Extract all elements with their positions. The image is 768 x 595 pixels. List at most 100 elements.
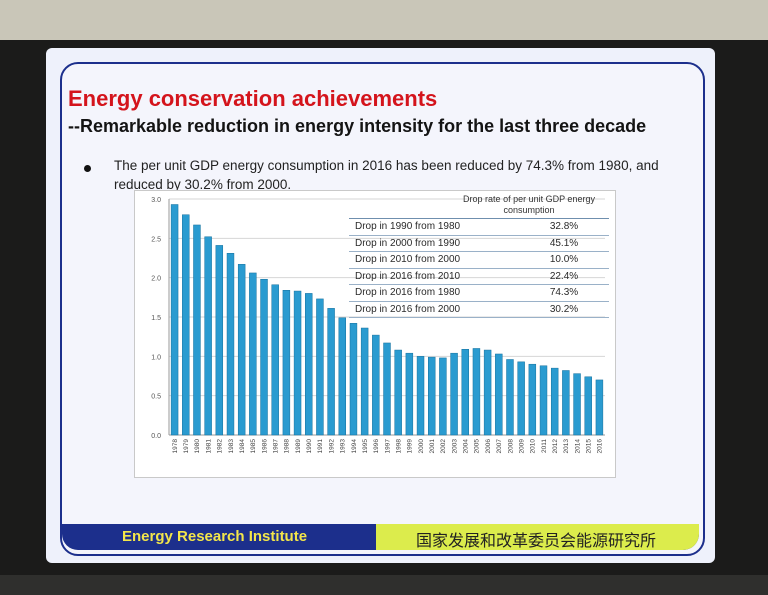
x-tick-label: 1998	[395, 439, 402, 454]
drop-rate-row: Drop in 1990 from 1980 32.8%	[349, 218, 609, 236]
bar	[182, 214, 190, 436]
drop-rate-row: Drop in 2016 from 2000 30.2%	[349, 301, 609, 318]
x-tick-label: 1978	[172, 439, 179, 454]
drop-rate-value: 22.4%	[519, 268, 609, 285]
bar	[293, 290, 302, 436]
bar-chart-svg: 0.0 0.5 1.0 1.5 2.0 2.5 3.0 1978 1979 1980 1981 198…	[151, 197, 605, 454]
drop-rate-label: Drop in 2010 from 2000	[349, 251, 519, 269]
y-tick-label: 0.0	[151, 433, 161, 440]
presentation-slide: Energy conservation achievements --Remar…	[46, 48, 715, 563]
bar	[573, 373, 581, 436]
room-wall	[0, 0, 768, 46]
bar	[305, 293, 313, 436]
bar	[260, 278, 268, 436]
bar	[237, 264, 246, 436]
x-tick-label: 1989	[295, 439, 302, 454]
bullet-dot-icon	[84, 165, 91, 172]
bar	[439, 357, 447, 436]
bar	[170, 204, 179, 436]
x-tick-label: 2003	[451, 439, 458, 454]
bar	[539, 365, 548, 436]
x-tick-label: 1994	[351, 439, 358, 454]
x-tick-label: 2004	[463, 439, 470, 454]
institute-name-cn-band: 国家发展和改革委员会能源研究所	[376, 524, 699, 550]
x-tick-label: 1985	[250, 439, 257, 454]
bar	[360, 327, 369, 436]
bar	[327, 308, 335, 436]
x-tick-label: 2010	[530, 439, 537, 454]
x-tick-label: 1982	[217, 439, 224, 454]
drop-rate-value: 10.0%	[519, 251, 609, 269]
bar	[226, 253, 235, 436]
drop-rate-row: Drop in 2010 from 2000 10.0%	[349, 251, 609, 269]
bar	[472, 348, 481, 436]
energy-intensity-chart: 0.0 0.5 1.0 1.5 2.0 2.5 3.0 1978 1979 1980 1981 198…	[134, 190, 616, 478]
x-tick-label: 2009	[518, 439, 525, 454]
y-tick-label: 2.0	[151, 276, 161, 283]
bar	[316, 298, 324, 436]
drop-rate-label: Drop in 1990 from 1980	[349, 218, 519, 236]
x-tick-label: 1986	[261, 439, 268, 454]
bar	[461, 349, 469, 436]
x-tick-label: 1997	[384, 439, 391, 454]
bar	[416, 356, 425, 436]
bar	[506, 359, 514, 436]
x-tick-label: 1981	[205, 439, 212, 454]
y-tick-label: 1.5	[151, 315, 161, 322]
drop-rate-label: Drop in 2016 from 2000	[349, 301, 519, 318]
bar	[562, 370, 570, 436]
drop-rate-row: Drop in 2016 from 1980 74.3%	[349, 284, 609, 302]
x-tick-label: 2011	[541, 439, 548, 453]
bar	[405, 352, 414, 436]
bar	[282, 290, 291, 436]
y-tick-label: 3.0	[151, 197, 161, 204]
slide-footer: Energy Research Institute 国家发展和改革委员会能源研究…	[62, 524, 699, 550]
x-tick-label: 1993	[340, 439, 347, 454]
x-tick-label: 2016	[597, 439, 604, 454]
x-tick-label: 2006	[485, 439, 492, 454]
bar	[517, 361, 525, 436]
x-tick-label: 1988	[284, 439, 291, 454]
bar	[215, 245, 224, 436]
drop-rate-label: Drop in 2016 from 1980	[349, 284, 519, 302]
drop-rate-rows: Drop in 1990 from 1980 32.8% Drop in 2000 …	[349, 218, 609, 318]
bar	[483, 349, 492, 436]
y-tick-label: 2.5	[151, 236, 161, 243]
bar	[550, 367, 559, 436]
drop-rate-value: 30.2%	[519, 301, 609, 318]
x-tick-label: 1999	[407, 439, 414, 454]
x-tick-label: 2007	[496, 439, 503, 454]
x-tick-label: 2008	[507, 439, 514, 454]
x-tick-label: 2001	[429, 439, 436, 454]
bar	[372, 334, 380, 436]
x-tick-label: 2005	[474, 439, 481, 454]
drop-rate-value: 74.3%	[519, 284, 609, 302]
drop-rate-value: 32.8%	[519, 218, 609, 236]
drop-rate-table: Drop rate of per unit GDP energy consump…	[349, 194, 609, 318]
bar	[204, 236, 212, 436]
bar	[349, 323, 358, 436]
x-tick-label: 2000	[418, 439, 425, 454]
bar	[450, 352, 458, 436]
y-tick-label: 0.5	[151, 394, 161, 401]
x-tick-label: 1983	[228, 439, 235, 454]
drop-rate-row: Drop in 2000 from 1990 45.1%	[349, 235, 609, 252]
slide-subtitle: --Remarkable reduction in energy intensi…	[68, 116, 647, 136]
bar	[428, 356, 436, 436]
x-tick-label: 1987	[273, 439, 280, 454]
drop-rate-row: Drop in 2016 from 2010 22.4%	[349, 268, 609, 285]
room-floor	[0, 575, 768, 595]
institute-name: Energy Research Institute	[122, 528, 308, 545]
x-tick-label: 1990	[306, 439, 313, 454]
bar	[271, 284, 279, 436]
x-tick-label: 2013	[563, 439, 570, 454]
x-tick-label: 1980	[194, 439, 201, 454]
bar	[249, 272, 257, 436]
x-tick-label: 1992	[328, 439, 335, 454]
x-tick-label: 1996	[373, 439, 380, 454]
drop-rate-value: 45.1%	[519, 235, 609, 252]
bar	[383, 342, 391, 436]
x-tick-label: 1995	[362, 439, 369, 454]
institute-name-cn: 国家发展和改革委员会能源研究所	[416, 533, 657, 550]
slide-title: Energy conservation achievements	[68, 86, 438, 111]
